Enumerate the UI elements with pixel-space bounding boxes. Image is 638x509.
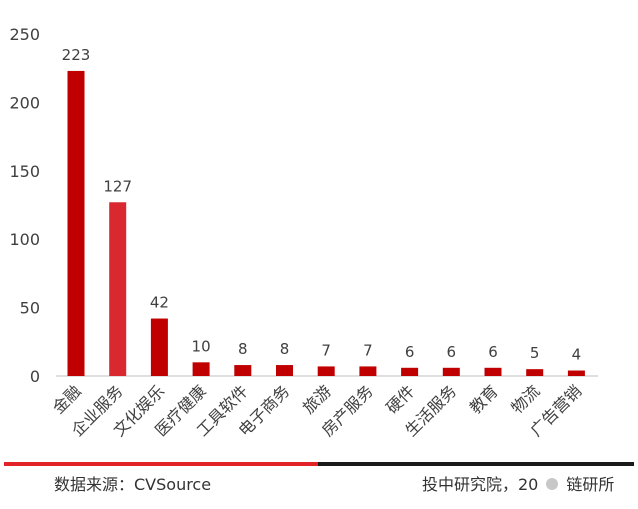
bar <box>526 369 544 376</box>
bar <box>317 366 335 376</box>
bar <box>192 362 210 376</box>
data-label: 127 <box>103 177 132 195</box>
bar <box>401 367 419 376</box>
data-label: 10 <box>192 337 211 355</box>
category-label: 金融 <box>49 381 85 417</box>
bar <box>150 318 168 376</box>
data-label: 6 <box>447 343 457 361</box>
bar-chart: 0 50 100 150 200 250 223 127 42 10 8 8 7 7 6 6 6 5 4 金融企业… <box>9 25 598 440</box>
bar <box>359 366 377 376</box>
y-axis-ticks: 0 50 100 150 200 250 <box>9 25 40 386</box>
data-label: 5 <box>530 344 540 362</box>
category-label: 硬件 <box>382 381 418 417</box>
y-tick-label: 0 <box>30 367 40 386</box>
data-label: 8 <box>238 340 248 358</box>
bars <box>67 70 585 376</box>
category-label: 物流 <box>507 381 543 417</box>
bar <box>276 365 293 376</box>
data-label: 6 <box>405 343 415 361</box>
footer-rule-red <box>4 462 318 466</box>
data-labels: 223 127 42 10 8 8 7 7 6 6 6 5 4 <box>62 46 581 364</box>
category-label: 教育 <box>466 381 502 417</box>
data-label: 8 <box>280 340 290 358</box>
y-tick-label: 250 <box>9 25 40 44</box>
bar <box>234 365 252 376</box>
y-tick-label: 100 <box>9 230 40 249</box>
data-label: 42 <box>150 294 169 312</box>
y-tick-label: 150 <box>9 162 40 181</box>
bar <box>109 202 127 376</box>
bar <box>442 367 460 376</box>
data-label: 6 <box>488 343 498 361</box>
bar <box>484 367 502 376</box>
data-label: 4 <box>572 346 582 364</box>
y-tick-label: 50 <box>20 299 40 318</box>
bar <box>567 370 585 376</box>
credit-watermark-icon <box>538 476 566 492</box>
y-tick-label: 200 <box>9 93 40 112</box>
data-label: 7 <box>321 341 331 359</box>
bar <box>67 70 85 376</box>
credit-watermark-text: 链研所 <box>566 475 615 494</box>
source-note: 数据来源：CVSource <box>54 475 212 494</box>
category-label: 旅游 <box>299 381 335 417</box>
credit-note: 投中研究院，20 链研所 <box>422 471 614 495</box>
credit-text: 投中研究院，20 <box>422 475 539 494</box>
data-label: 223 <box>62 46 91 64</box>
data-label: 7 <box>363 341 373 359</box>
footer-rule-black <box>318 462 634 466</box>
